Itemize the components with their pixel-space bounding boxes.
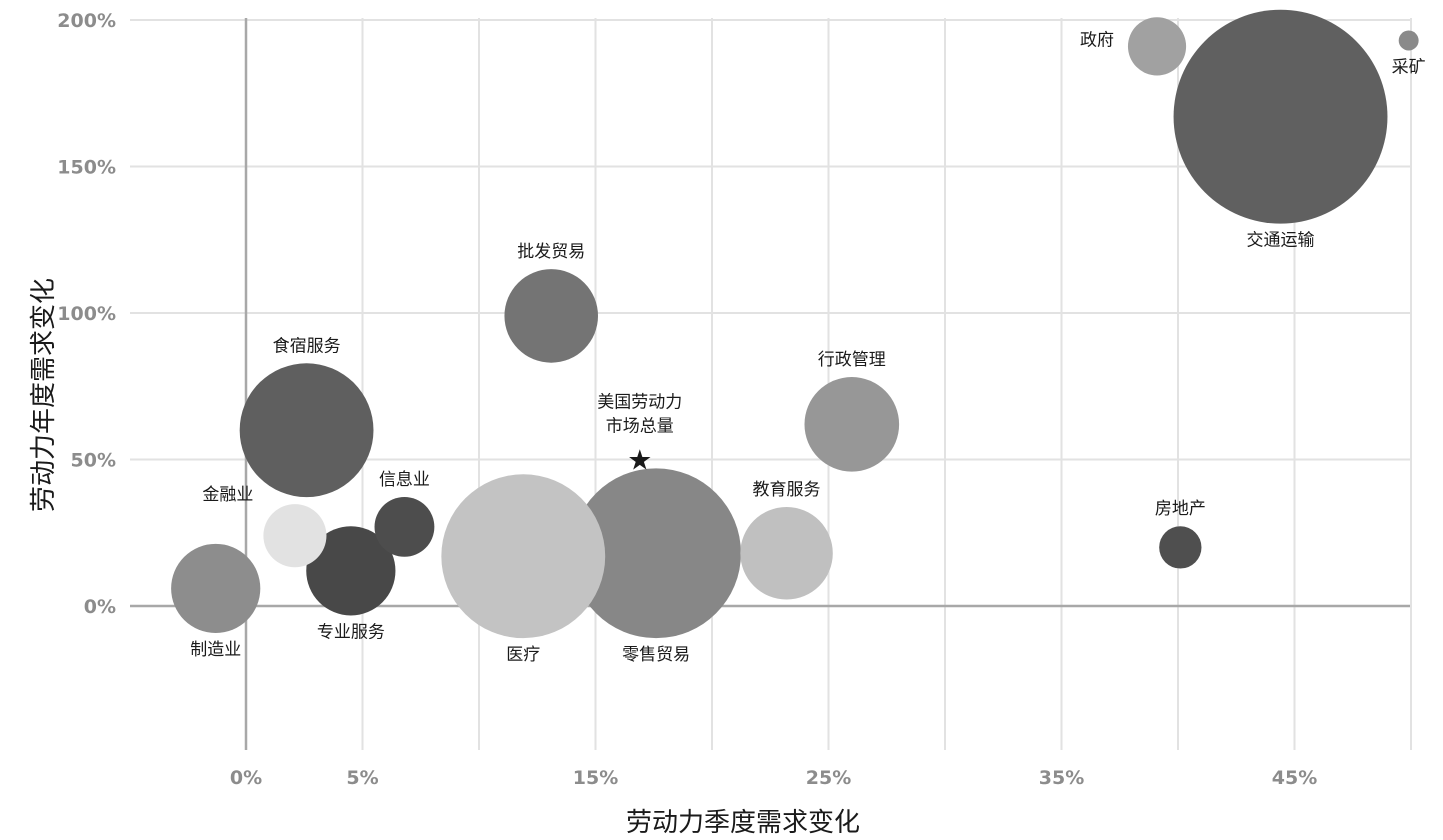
bubble-label: 政府 [1080, 30, 1114, 50]
bubble [441, 474, 606, 639]
x-tick-label: 45% [1272, 767, 1317, 789]
bubble-label: 交通运输 [1247, 231, 1315, 251]
bubble-label: 信息业 [379, 470, 430, 490]
marker-label-line: 美国劳动力 [597, 393, 682, 413]
y-axis-title: 劳动力年度需求变化 [29, 278, 59, 512]
bubble-label: 教育服务 [753, 480, 821, 500]
bubble [1127, 17, 1187, 76]
bubble [571, 468, 741, 639]
bubble-label: 金融业 [202, 485, 253, 505]
bubble [1398, 30, 1419, 51]
y-tick-label: 50% [71, 450, 116, 472]
star-icon: ★ [627, 444, 652, 477]
bubble [740, 507, 833, 600]
x-tick-label: 15% [573, 767, 618, 789]
bubbles [171, 9, 1419, 639]
marker-label-line: 市场总量 [606, 417, 674, 437]
y-axis-ticks: 0% 50% 100% 150% 200% [57, 10, 116, 618]
bubble-label: 零售贸易 [622, 645, 690, 665]
x-axis-ticks: 0% 5% 15% 25% 35% 45% [230, 767, 1317, 789]
x-axis-title: 劳动力季度需求变化 [626, 808, 860, 838]
bubble-label: 专业服务 [317, 622, 385, 642]
bubble [263, 504, 327, 568]
bubble-label: 制造业 [190, 640, 241, 660]
x-tick-label: 5% [346, 767, 378, 789]
bubble [1173, 9, 1388, 224]
bubble [504, 269, 599, 363]
bubble-label: 房地产 [1155, 499, 1206, 519]
x-tick-label: 25% [806, 767, 851, 789]
y-tick-label: 100% [57, 303, 116, 325]
bubble-label: 批发贸易 [517, 242, 585, 262]
bubble-label: 医疗 [506, 645, 540, 665]
bubble-label: 食宿服务 [273, 336, 341, 356]
bubble [804, 377, 900, 472]
y-tick-label: 200% [57, 10, 116, 32]
bubble [239, 363, 374, 498]
bubble [374, 496, 435, 557]
y-tick-label: 150% [57, 157, 116, 179]
x-tick-label: 35% [1039, 767, 1084, 789]
bubble [171, 543, 261, 634]
bubble [306, 526, 396, 616]
bubble-label: 行政管理 [818, 350, 886, 370]
bubble-label: 采矿 [1392, 57, 1426, 77]
bubble [1159, 526, 1202, 569]
x-tick-label: 0% [230, 767, 262, 789]
y-tick-label: 0% [84, 596, 116, 618]
